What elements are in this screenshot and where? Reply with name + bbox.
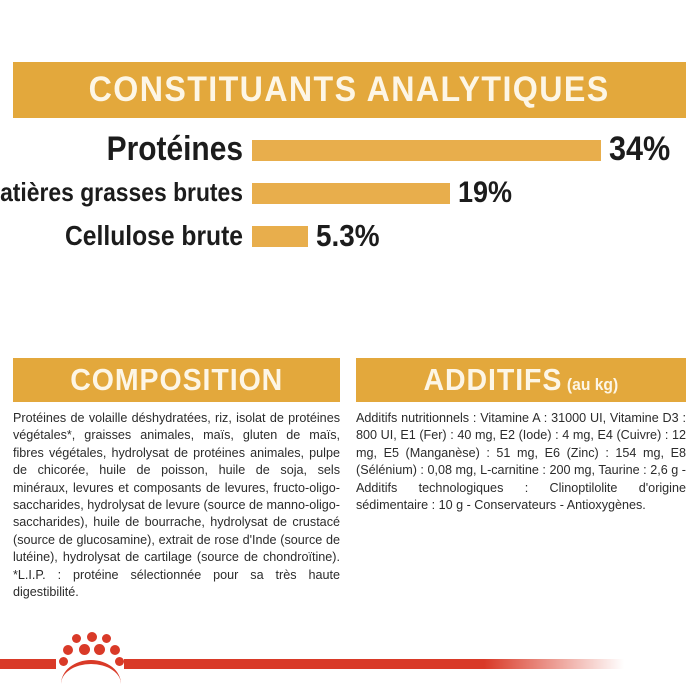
composition-title: COMPOSITION <box>70 362 283 397</box>
nutrient-value: 34% <box>609 130 671 168</box>
nutrient-bar-fill <box>252 139 601 161</box>
crown-arc <box>61 660 121 684</box>
nutrient-bar-fill <box>252 225 308 247</box>
nutrient-bar-chart: Protéines 34% Matières grasses brutes 19… <box>0 128 700 257</box>
nutrient-bar-fill <box>252 182 450 204</box>
nutrient-row: Matières grasses brutes 19% <box>0 171 700 214</box>
brand-rule-left <box>0 659 56 669</box>
additives-header: ADDITIFS (au kg) <box>356 358 686 402</box>
nutrient-label: Cellulose brute <box>65 219 243 251</box>
brand-rule-right <box>124 659 624 669</box>
analytical-constituents-title: CONSTITUANTS ANALYTIQUES <box>89 70 610 109</box>
analytical-constituents-header: CONSTITUANTS ANALYTIQUES <box>13 62 686 118</box>
composition-header: COMPOSITION <box>13 358 340 402</box>
additives-title: ADDITIFS <box>423 362 563 397</box>
nutrient-value: 19% <box>458 175 513 209</box>
nutrient-row: Cellulose brute 5.3% <box>0 214 700 257</box>
nutrient-value: 5.3% <box>316 217 380 253</box>
additives-title-group: ADDITIFS (au kg) <box>424 362 619 398</box>
additives-unit-note: (au kg) <box>567 375 619 394</box>
nutrient-label: Protéines <box>106 130 243 168</box>
nutrient-row: Protéines 34% <box>0 128 700 171</box>
royal-canin-crown-icon <box>58 632 124 682</box>
footer-brand-bar <box>0 630 700 700</box>
composition-text: Protéines de volaille déshydratées, riz,… <box>13 411 340 600</box>
nutrient-label: Matières grasses brutes <box>0 177 243 207</box>
additives-text: Additifs nutritionnels : Vitamine A : 31… <box>356 411 686 513</box>
